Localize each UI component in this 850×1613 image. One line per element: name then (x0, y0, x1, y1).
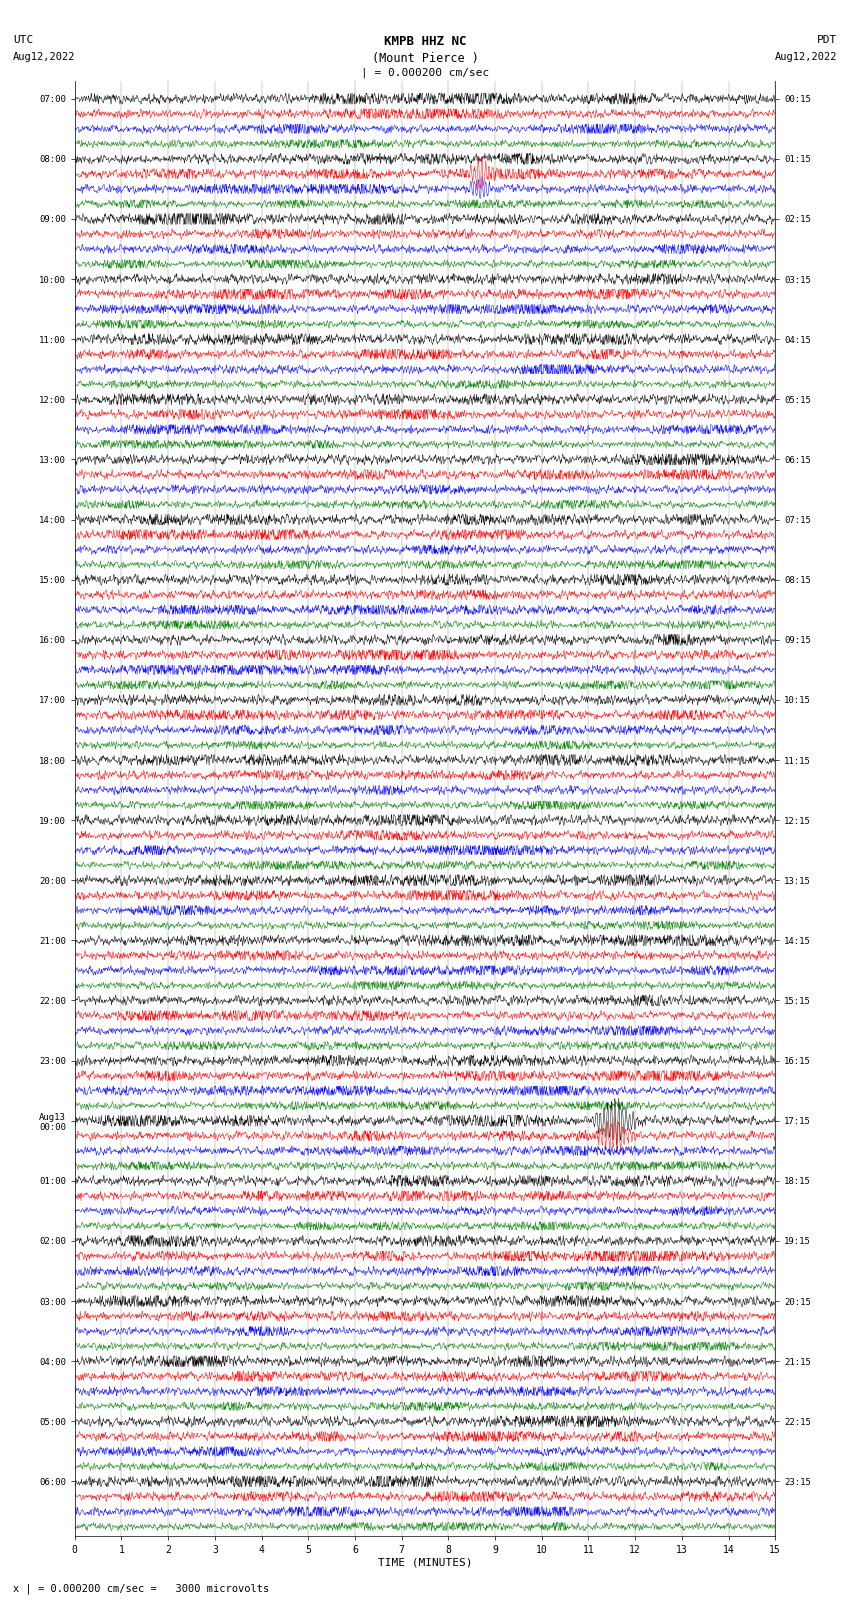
Text: KMPB HHZ NC: KMPB HHZ NC (383, 35, 467, 48)
Text: Aug12,2022: Aug12,2022 (13, 52, 76, 61)
X-axis label: TIME (MINUTES): TIME (MINUTES) (377, 1558, 473, 1568)
Text: PDT: PDT (817, 35, 837, 45)
Text: (Mount Pierce ): (Mount Pierce ) (371, 52, 479, 65)
Text: | = 0.000200 cm/sec: | = 0.000200 cm/sec (361, 68, 489, 79)
Text: x | = 0.000200 cm/sec =   3000 microvolts: x | = 0.000200 cm/sec = 3000 microvolts (13, 1582, 269, 1594)
Text: Aug12,2022: Aug12,2022 (774, 52, 837, 61)
Text: UTC: UTC (13, 35, 33, 45)
